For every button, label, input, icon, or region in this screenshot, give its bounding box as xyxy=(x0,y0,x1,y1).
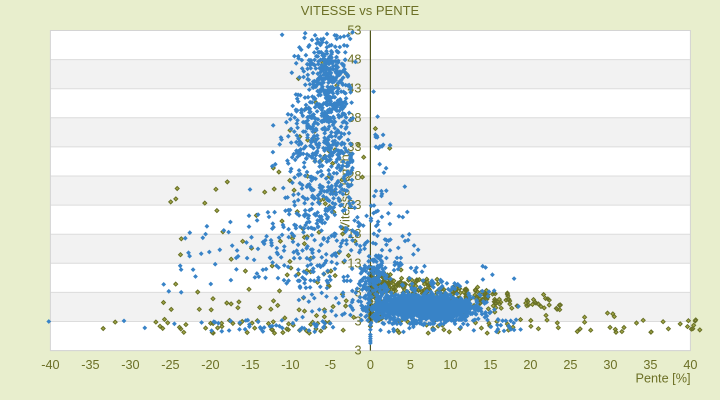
svg-text:8: 8 xyxy=(354,285,361,299)
svg-text:53: 53 xyxy=(347,24,361,38)
svg-text:15: 15 xyxy=(483,358,497,372)
svg-text:-15: -15 xyxy=(241,358,259,372)
svg-text:3: 3 xyxy=(354,344,361,358)
svg-text:Pente [%]: Pente [%] xyxy=(635,372,690,386)
svg-text:-30: -30 xyxy=(121,358,139,372)
svg-text:10: 10 xyxy=(443,358,457,372)
svg-text:-40: -40 xyxy=(41,358,59,372)
svg-text:-20: -20 xyxy=(201,358,219,372)
svg-text:35: 35 xyxy=(643,358,657,372)
svg-text:33: 33 xyxy=(347,140,361,154)
svg-text:3: 3 xyxy=(354,315,361,329)
svg-text:VITESSE vs PENTE: VITESSE vs PENTE xyxy=(301,3,420,18)
svg-text:5: 5 xyxy=(407,358,414,372)
svg-text:0: 0 xyxy=(367,358,374,372)
svg-text:20: 20 xyxy=(523,358,537,372)
svg-text:25: 25 xyxy=(563,358,577,372)
svg-text:13: 13 xyxy=(347,256,361,270)
svg-text:-35: -35 xyxy=(81,358,99,372)
svg-text:-25: -25 xyxy=(161,358,179,372)
svg-text:40: 40 xyxy=(683,358,697,372)
svg-text:-5: -5 xyxy=(325,358,336,372)
svg-text:48: 48 xyxy=(347,53,361,67)
svg-text:30: 30 xyxy=(603,358,617,372)
svg-text:-10: -10 xyxy=(281,358,299,372)
